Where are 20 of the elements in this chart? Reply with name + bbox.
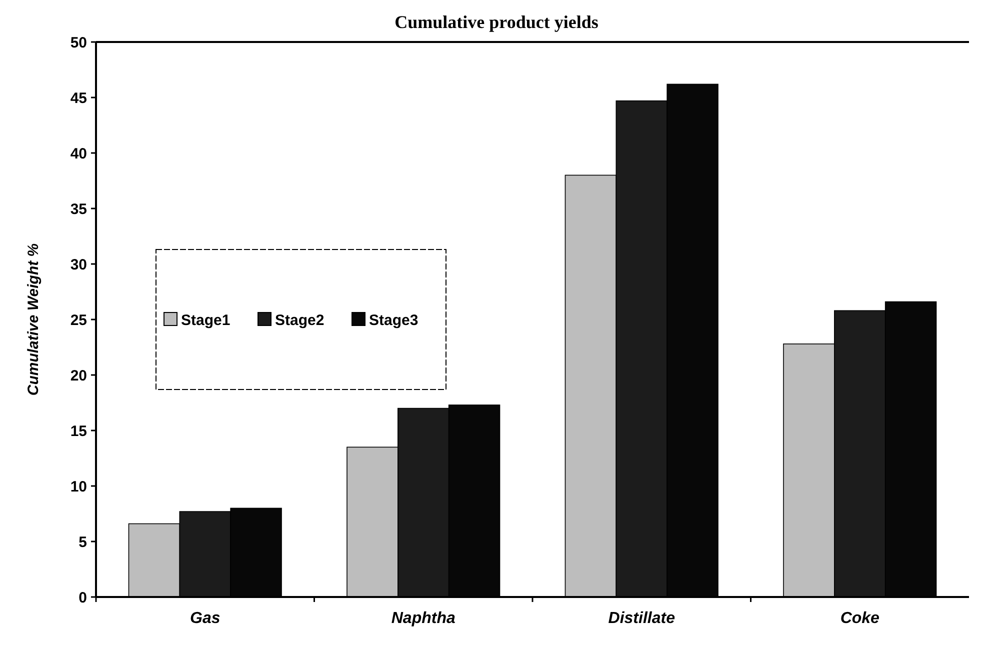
y-axis-title: Cumulative Weight % bbox=[25, 243, 42, 396]
x-tick-label: Gas bbox=[190, 610, 220, 627]
legend-label: Stage2 bbox=[275, 312, 324, 329]
y-tick-label: 10 bbox=[70, 478, 87, 496]
y-tick-label: 35 bbox=[70, 200, 87, 218]
y-tick-label: 50 bbox=[70, 34, 87, 52]
x-tick-label: Distillate bbox=[608, 610, 676, 627]
y-tick-label: 20 bbox=[70, 367, 87, 384]
legend-label: Stage1 bbox=[181, 312, 230, 329]
x-tick-label: Coke bbox=[840, 610, 880, 627]
legend-label: Stage3 bbox=[369, 312, 418, 329]
y-tick-label: 40 bbox=[70, 145, 87, 162]
chart-title: Cumulative product yields bbox=[394, 12, 598, 32]
y-tick-label: 0 bbox=[78, 589, 87, 606]
x-tick-label: Naphtha bbox=[391, 610, 456, 627]
y-tick-label: 30 bbox=[70, 256, 87, 274]
y-tick-label: 25 bbox=[70, 312, 87, 329]
y-tick-label: 15 bbox=[70, 422, 87, 440]
y-tick-label: 5 bbox=[78, 534, 87, 551]
y-tick-label: 45 bbox=[70, 90, 87, 107]
